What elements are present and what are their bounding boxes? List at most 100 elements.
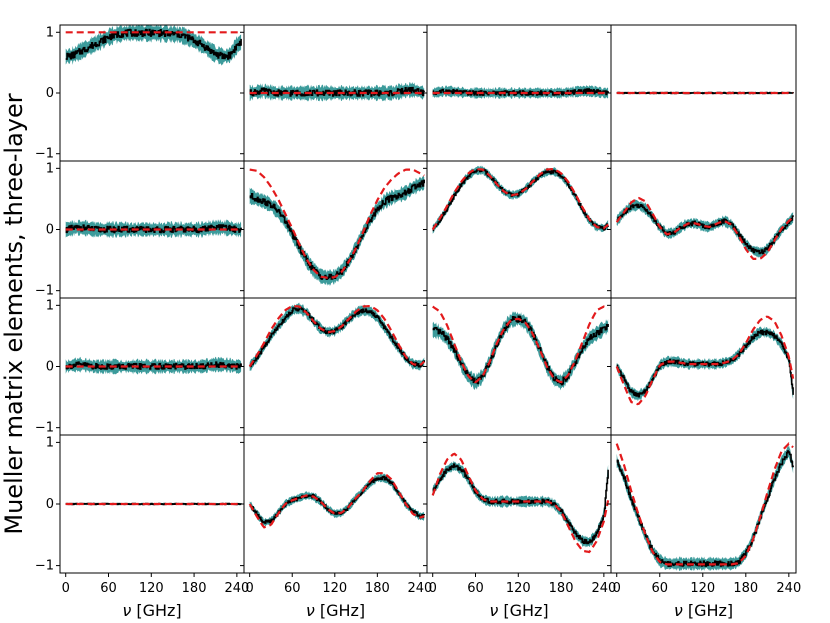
x-tick-label: 180 [365,581,390,596]
panel-plot-area [65,25,242,66]
panel-plot-area [615,315,795,406]
x-axis-label: ν [GHz] [674,601,733,620]
measured-band [432,165,609,234]
panel-r3-c3: 0 60 120 180 240 [607,434,801,596]
x-axis-label: ν [GHz] [489,601,548,620]
panel-plot-area [431,452,610,554]
panel-plot-area [615,442,794,572]
x-tick-label: 120 [139,581,164,596]
measured-line [616,450,794,567]
measured-line [432,315,609,386]
x-tick-label: 0 [613,581,621,596]
panel-frame [243,297,428,436]
model-line [432,305,609,384]
model-line [431,167,609,231]
x-tick-label: 0 [62,581,70,596]
model-line [615,196,794,260]
measured-band [249,473,425,527]
measured-line [432,168,609,232]
y-tick-label: −1 [35,147,54,162]
x-tick-label: 180 [733,581,758,596]
panel-frame [243,434,428,574]
y-tick-label: 0 [46,86,54,101]
panel-plot-area [65,502,242,506]
model-line [431,452,610,554]
panel-frame [426,160,612,299]
panel-r0-c0: −1 0 1 [35,24,245,162]
x-axis-label: ν [GHz] [122,601,181,620]
panel-frame [610,434,797,574]
panel-r2-c3 [607,297,797,436]
y-tick-label: 1 [46,25,54,40]
measured-band [432,460,609,548]
x-tick-label: 60 [467,581,484,596]
panel-r1-c0: −1 0 1 [35,160,245,299]
panel-r3-c1: 0 60 120 180 240 [240,434,432,596]
panel-plot-area [249,168,425,286]
x-tick-label: 240 [224,581,249,596]
y-tick-label: 0 [46,223,54,238]
panel-plot-area [248,472,425,529]
x-tick-label: 60 [100,581,117,596]
panel-plot-area [432,305,609,391]
y-axis-label: Mueller matrix elements, three-layer [0,93,28,534]
x-tick-label: 120 [506,581,531,596]
measured-line [432,88,609,96]
model-line [248,472,425,529]
y-tick-label: 0 [46,360,54,375]
y-tick-label: −1 [35,421,54,436]
y-tick-label: −1 [35,284,54,299]
measured-line [249,306,425,368]
x-tick-label: 0 [246,581,254,596]
panel-r2-c1 [240,297,428,436]
x-tick-label: 180 [182,581,207,596]
panel-plot-area [615,196,794,260]
panel-r1-c2 [423,160,612,299]
panel-plot-area [249,82,425,102]
x-tick-label: 240 [591,581,616,596]
x-axis-label: ν [GHz] [306,601,365,620]
measured-band [249,176,425,286]
model-line [615,442,794,566]
x-tick-label: 240 [407,581,432,596]
measured-line [65,28,242,60]
panel-r2-c2 [423,297,612,436]
panel-r0-c2 [423,24,612,162]
panel-plot-area [65,356,242,375]
x-tick-label: 180 [549,581,574,596]
measured-band [616,444,794,572]
panel-plot-area [616,91,794,95]
y-tick-label: 1 [46,435,54,450]
panel-plot-area [432,85,609,100]
x-tick-label: 120 [690,581,715,596]
x-tick-label: 60 [651,581,668,596]
x-axis-labels: ν [GHz] ν [GHz] ν [GHz] ν [GHz] [122,601,733,620]
panel-r1-c3 [607,160,797,299]
model-line [249,168,425,279]
x-tick-label: 120 [322,581,347,596]
panel-plot-area [431,165,609,234]
x-tick-label: 240 [776,581,801,596]
panel-r2-c0: −1 0 1 [35,297,245,436]
panel-r0-c3 [607,24,797,162]
measured-line [65,224,242,234]
measured-line [249,179,425,280]
x-tick-label: 0 [429,581,437,596]
model-line [615,315,795,406]
measured-line [432,463,609,545]
measured-band [249,302,425,371]
y-tick-label: 1 [46,298,54,313]
panel-r1-c1 [240,160,428,299]
x-tick-label: 60 [284,581,301,596]
panel-plot-area [248,302,425,371]
y-tick-label: 0 [46,497,54,512]
y-tick-label: −1 [35,559,54,574]
model-line [248,304,425,368]
panel-r3-c0: −1 0 1 0 60 120 180 240 [35,434,249,596]
y-tick-label: 1 [46,161,54,176]
panel-plot-area [65,219,242,239]
panel-r0-c1 [240,24,428,162]
panel-r3-c2: 0 60 120 180 240 [423,434,616,596]
